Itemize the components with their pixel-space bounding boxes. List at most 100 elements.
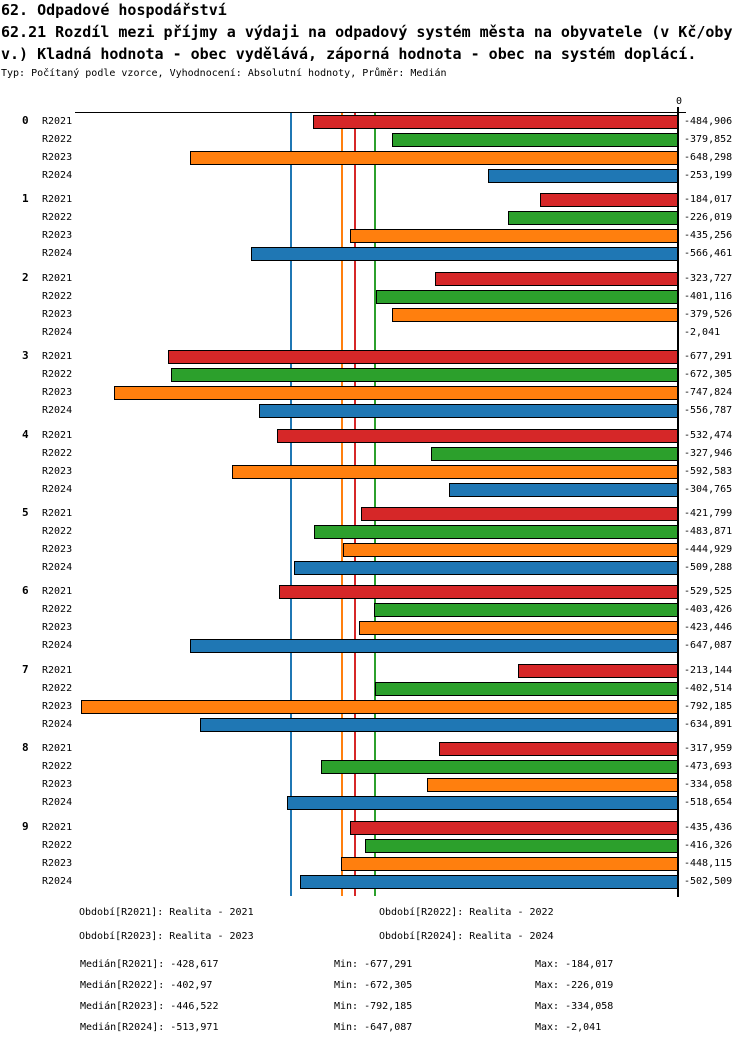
bar-r2024-group-1 [251,247,679,262]
value-label-r2021-group-7: -213,144 [684,664,733,676]
value-label-r2024-group-6: -647,087 [684,640,733,652]
stat-min-r2024: Min: -647,087 [334,1022,413,1033]
bar-r2023-group-4 [231,464,679,479]
stat-min-r2023: Min: -792,185 [334,1001,413,1012]
axis-top-line [75,112,686,113]
value-label-r2024-group-5: -509,288 [684,562,733,573]
year-label-r2023: R2023 [42,152,73,163]
median-line-r2023 [340,113,343,896]
year-label-r2021: R2021 [42,272,73,284]
bar-r2022-group-8 [321,760,679,775]
bar-r2023-group-6 [359,621,679,636]
legend-item-r2023: Období[R2023]: Realita - 2023 [79,931,254,942]
value-label-r2022-group-4: -327,946 [684,447,733,459]
value-label-r2023-group-4: -592,583 [684,465,733,477]
value-label-r2021-group-2: -323,727 [684,272,733,284]
year-label-r2023: R2023 [42,308,73,320]
stat-median-r2021: Medián[R2021]: -428,617 [80,959,219,970]
value-label-r2023-group-1: -435,256 [684,230,733,242]
bar-r2021-group-3 [167,350,679,365]
year-label-r2021: R2021 [42,194,73,206]
year-label-r2022: R2022 [42,526,73,537]
bar-r2022-group-4 [431,446,679,461]
value-label-r2021-group-3: -677,291 [684,351,733,363]
bar-r2023-group-7 [80,699,679,714]
bar-r2023-group-5 [343,543,679,557]
bar-r2021-group-7 [518,663,679,678]
year-label-r2024: R2024 [42,875,73,887]
bar-r2023-group-3 [114,386,679,401]
year-label-r2024: R2024 [42,718,73,730]
bar-r2022-group-0 [392,133,679,147]
report-meta: Typ: Počítaný podle vzorce, Vyhodnocení:… [1,68,447,79]
legend-item-r2024: Období[R2024]: Realita - 2024 [379,931,554,942]
value-label-r2022-group-1: -226,019 [684,212,733,224]
value-label-r2023-group-7: -792,185 [684,700,733,712]
value-label-r2021-group-5: -421,799 [684,508,733,519]
year-label-r2021: R2021 [42,586,73,598]
year-label-r2023: R2023 [42,544,73,555]
bar-r2024-group-7 [199,717,679,732]
group-label-1: 1 [22,192,29,206]
year-label-r2024: R2024 [42,405,73,417]
year-label-r2023: R2023 [42,622,73,634]
year-label-r2021: R2021 [42,116,73,127]
year-label-r2024: R2024 [42,797,73,809]
year-label-r2022: R2022 [42,447,73,459]
bar-r2021-group-8 [438,742,679,757]
stat-max-r2021: Max: -184,017 [535,959,614,970]
bar-r2021-group-2 [434,271,679,286]
value-label-r2021-group-0: -484,906 [684,116,733,127]
year-label-r2023: R2023 [42,387,73,399]
year-label-r2021: R2021 [42,821,73,833]
group-label-3: 3 [22,349,29,363]
bar-r2022-group-5 [313,525,679,539]
year-label-r2023: R2023 [42,465,73,477]
bar-r2024-group-4 [448,482,679,497]
stat-min-r2021: Min: -677,291 [334,959,413,970]
bar-r2024-group-9 [299,874,679,889]
value-label-r2021-group-8: -317,959 [684,743,733,755]
bar-r2021-group-1 [540,193,679,208]
group-label-9: 9 [22,819,29,833]
bar-r2022-group-9 [364,838,679,853]
bar-r2021-group-5 [360,507,679,521]
year-label-r2024: R2024 [42,640,73,652]
group-label-6: 6 [22,584,29,598]
axis-zero-line [677,107,679,897]
year-label-r2022: R2022 [42,839,73,851]
year-label-r2022: R2022 [42,369,73,381]
year-label-r2024: R2024 [42,248,73,260]
stat-median-r2023: Medián[R2023]: -446,522 [80,1001,219,1012]
bar-r2024-group-8 [287,796,679,811]
median-line-r2021 [354,113,357,896]
value-label-r2021-group-6: -529,525 [684,586,733,598]
value-label-r2024-group-8: -518,654 [684,797,733,809]
value-label-r2024-group-9: -502,509 [684,875,733,887]
median-line-r2022 [373,113,376,896]
group-label-5: 5 [22,506,29,519]
value-label-r2023-group-9: -448,115 [684,857,733,869]
value-label-r2024-group-4: -304,765 [684,483,733,495]
year-label-r2021: R2021 [42,429,73,441]
value-label-r2022-group-3: -672,305 [684,369,733,381]
value-label-r2023-group-8: -334,058 [684,779,733,791]
value-label-r2023-group-5: -444,929 [684,544,733,555]
value-label-r2021-group-9: -435,436 [684,821,733,833]
year-label-r2024: R2024 [42,326,73,338]
value-label-r2024-group-1: -566,461 [684,248,733,260]
value-label-r2023-group-2: -379,526 [684,308,733,320]
value-label-r2022-group-6: -403,426 [684,604,733,616]
year-label-r2024: R2024 [42,562,73,573]
value-label-r2023-group-0: -648,298 [684,152,733,163]
bar-r2021-group-9 [350,820,679,835]
stat-min-r2022: Min: -672,305 [334,980,413,991]
bar-r2023-group-8 [426,778,679,793]
value-label-r2024-group-2: -2,041 [684,326,721,338]
year-label-r2022: R2022 [42,212,73,224]
year-label-r2023: R2023 [42,857,73,869]
stat-median-r2022: Medián[R2022]: -402,97 [80,980,213,991]
bar-r2022-group-1 [508,211,679,226]
legend-item-r2022: Období[R2022]: Realita - 2022 [379,907,554,918]
